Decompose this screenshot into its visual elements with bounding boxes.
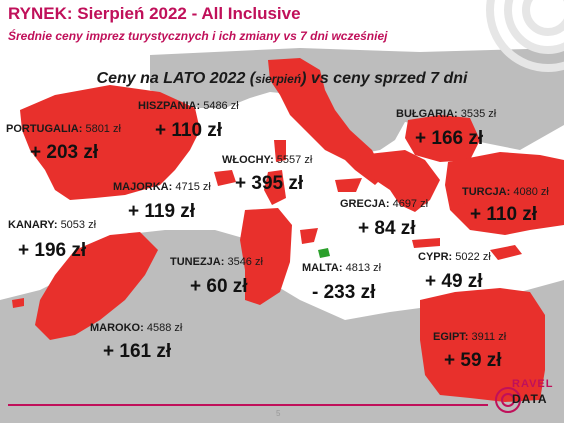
label-majorka: MAJORKA: 4715 zł <box>113 181 211 193</box>
hiszpania-price: 5486 zł <box>203 100 239 112</box>
portugalia-name: PORTUGALIA: <box>6 123 83 135</box>
majorka-name: MAJORKA: <box>113 181 173 193</box>
turcja-change: + 110 zł <box>470 204 538 225</box>
majorka-price: 4715 zł <box>175 181 211 193</box>
egipt-price: 3911 zł <box>471 331 507 343</box>
label-turcja: TURCJA: 4080 zł <box>462 186 549 198</box>
label-cypr: CYPR: 5022 zł <box>418 251 491 263</box>
grecja-name: GRECJA: <box>340 198 390 210</box>
page-subtitle: Średnie ceny imprez turystycznych i ich … <box>8 29 388 43</box>
italy-shape <box>268 58 385 185</box>
corsica-shape <box>274 140 286 162</box>
bulgaria-change: + 166 zł <box>415 128 484 149</box>
bulgaria-shape <box>405 115 480 162</box>
tunezja-name: TUNEZJA: <box>170 256 225 268</box>
label-grecja: GRECJA: 4697 zł <box>340 198 428 210</box>
logo-text-top: RAVEL <box>512 378 554 390</box>
kanary-price: 5053 zł <box>60 219 97 231</box>
footer-divider <box>8 404 488 406</box>
map-title-small: sierpień <box>255 72 302 86</box>
wlochy-name: WŁOCHY: <box>222 154 274 166</box>
label-portugalia: PORTUGALIA: 5801 zł <box>6 123 121 135</box>
turcja-price: 4080 zł <box>513 186 549 198</box>
sicily-shape <box>335 178 362 192</box>
egipt-change: + 59 zł <box>444 350 502 371</box>
island-shape-a <box>300 228 318 244</box>
wlochy-change: + 395 zł <box>235 173 304 194</box>
sardinia-shape <box>264 170 286 205</box>
grecja-price: 4697 zł <box>392 198 429 210</box>
countries-red <box>12 58 564 402</box>
cypr-price: 5022 zł <box>455 251 491 263</box>
map-title-post: ) vs ceny sprzed 7 dni <box>301 70 468 87</box>
hiszpania-name: HISZPANIA: <box>138 100 201 112</box>
malta-name: MALTA: <box>302 262 343 274</box>
cypr-name: CYPR: <box>418 251 453 263</box>
page-title: RYNEK: Sierpień 2022 - All Inclusive <box>8 4 301 23</box>
hiszpania-change: + 110 zł <box>155 120 223 141</box>
tunezja-change: + 60 zł <box>190 276 248 297</box>
kanary-name: KANARY: <box>8 219 58 231</box>
label-maroko: MAROKO: 4588 zł <box>90 322 182 334</box>
malta-change: - 233 zł <box>312 282 376 303</box>
maroko-price: 4588 zł <box>146 322 183 334</box>
island-shape-b <box>455 203 468 216</box>
tunezja-price: 3546 zł <box>227 256 263 268</box>
cypr-change: + 49 zł <box>425 271 483 292</box>
morocco-shape <box>35 232 158 340</box>
portugalia-change: + 203 zł <box>30 142 99 163</box>
logo-text-bottom: DATA <box>512 392 548 406</box>
egipt-name: EGIPT: <box>433 331 469 343</box>
maroko-name: MAROKO: <box>90 322 144 334</box>
turcja-name: TURCJA: <box>462 186 511 198</box>
map-title: Ceny na LATO 2022 (sierpień) vs ceny spr… <box>0 70 564 88</box>
canaries-shape <box>12 298 24 308</box>
mallorca-shape <box>214 170 236 186</box>
label-wlochy: WŁOCHY: 5557 zł <box>222 154 312 166</box>
maroko-change: + 161 zł <box>103 341 172 362</box>
map-title-pre: Ceny na LATO 2022 ( <box>96 70 256 87</box>
label-kanary: KANARY: 5053 zł <box>8 219 96 231</box>
portugalia-price: 5801 zł <box>85 123 121 135</box>
bulgaria-name: BUŁGARIA: <box>396 108 458 120</box>
tunisia-shape <box>240 208 292 305</box>
decor-circles <box>486 0 564 72</box>
wlochy-price: 5557 zł <box>276 154 313 166</box>
traveldata-logo-icon <box>495 387 521 413</box>
greece-shape <box>360 150 440 212</box>
crete-shape <box>412 238 440 248</box>
grecja-change: + 84 zł <box>358 218 416 239</box>
kanary-change: + 196 zł <box>18 240 87 261</box>
malta-marker <box>318 248 330 258</box>
bulgaria-price: 3535 zł <box>460 108 497 120</box>
label-hiszpania: HISZPANIA: 5486 zł <box>138 100 239 112</box>
cyprus-shape <box>490 245 522 260</box>
malta-price: 4813 zł <box>345 262 382 274</box>
label-malta: MALTA: 4813 zł <box>302 262 381 274</box>
egypt-shape <box>420 288 545 402</box>
turkey-shape <box>445 152 564 235</box>
label-egipt: EGIPT: 3911 zł <box>433 331 506 343</box>
majorka-change: + 119 zł <box>128 201 196 222</box>
page-number: 5 <box>276 409 281 418</box>
spain-portugal-shape <box>20 85 200 200</box>
label-tunezja: TUNEZJA: 3546 zł <box>170 256 263 268</box>
label-bulgaria: BUŁGARIA: 3535 zł <box>396 108 496 120</box>
